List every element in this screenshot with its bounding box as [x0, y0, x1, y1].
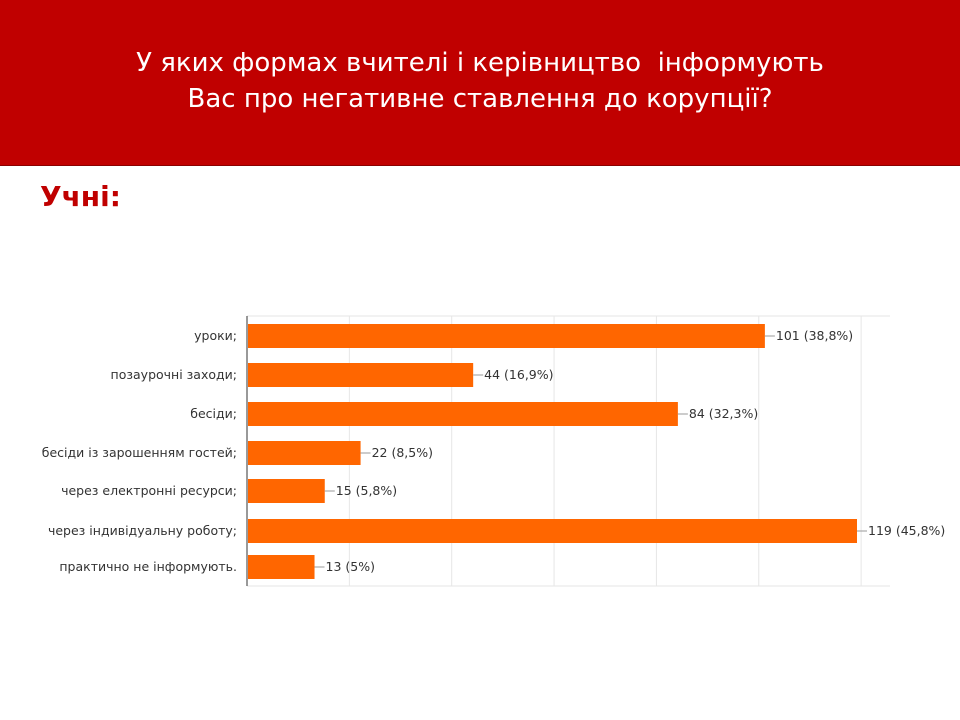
category-label: бесіди із зарошенням гостей; [42, 445, 237, 460]
bar [248, 555, 315, 579]
category-label: уроки; [194, 328, 237, 343]
category-label: через електронні ресурси; [61, 483, 237, 498]
bar [248, 479, 325, 503]
bar [248, 519, 857, 543]
data-label: 44 (16,9%) [484, 367, 553, 382]
data-label: 119 (45,8%) [868, 523, 945, 538]
chart-gridlines [246, 315, 890, 587]
category-label: практично не інформують. [59, 559, 237, 574]
chart-labels: уроки; 101 (38,8%) позаурочні заходи; 44 (1… [42, 328, 946, 574]
category-label: через індивідуальну роботу; [48, 523, 237, 538]
category-label: бесіди; [190, 406, 237, 421]
data-label: 15 (5,8%) [336, 483, 397, 498]
chart-bars [248, 324, 857, 579]
respondent-group-label: Учні: [40, 180, 121, 213]
bar [248, 441, 361, 465]
slide-title-line-2: Вас про негативне ставлення до корупції? [187, 83, 773, 114]
slide-header: У яких формах вчителі і керівництво інфо… [0, 0, 960, 166]
data-label: 13 (5%) [326, 559, 375, 574]
bar [248, 402, 678, 426]
bar [248, 324, 765, 348]
data-label: 22 (8,5%) [372, 445, 433, 460]
category-label: позаурочні заходи; [111, 367, 237, 382]
data-label: 101 (38,8%) [776, 328, 853, 343]
bar-chart: уроки; 101 (38,8%) позаурочні заходи; 44 (1… [42, 315, 946, 587]
slide-title-line-1: У яких формах вчителі і керівництво інфо… [136, 47, 824, 78]
data-label: 84 (32,3%) [689, 406, 758, 421]
bar [248, 363, 474, 387]
